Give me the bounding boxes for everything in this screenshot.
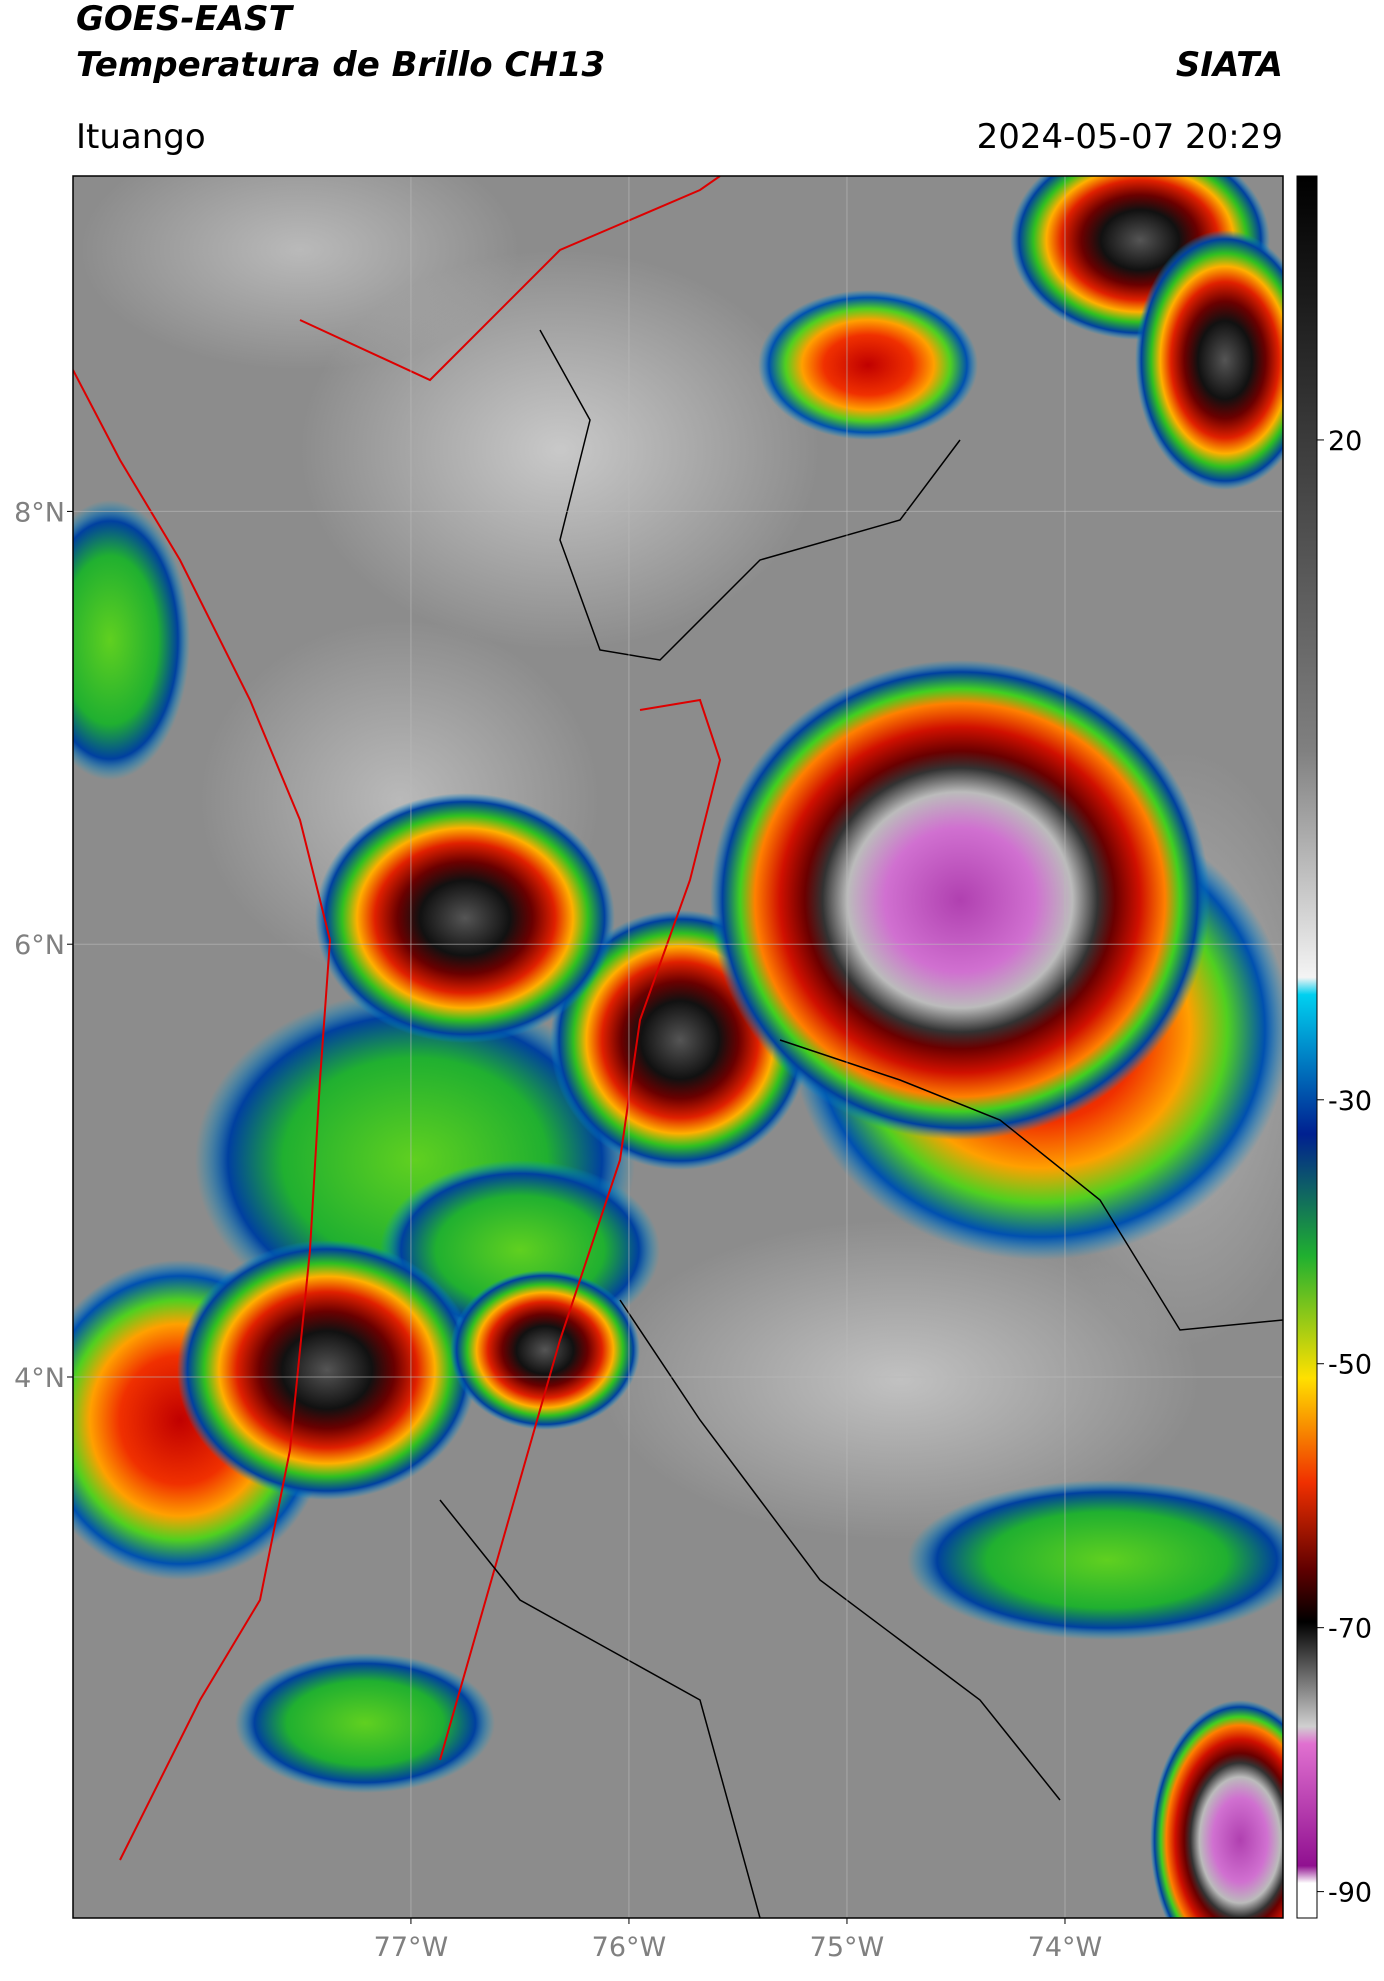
x-tick-label: 74°W	[1028, 1932, 1103, 1963]
colorbar-tick-label: -50	[1328, 1350, 1372, 1381]
y-tick-label: 8°N	[14, 497, 65, 528]
datetime: 2024-05-07 20:29	[977, 117, 1283, 157]
colorbar-tick-label: -70	[1328, 1614, 1372, 1645]
location: Ituango	[76, 117, 206, 157]
source: SIATA	[1176, 45, 1283, 85]
grid	[73, 176, 1283, 1918]
y-tick-label: 4°N	[14, 1363, 65, 1394]
satellite-image	[73, 176, 1283, 1918]
map-frame	[72, 175, 1284, 1919]
subtitle: Temperatura de Brillo CH13	[76, 45, 605, 85]
x-tick-label: 77°W	[374, 1932, 449, 1963]
colorbar-tick-label: -30	[1328, 1086, 1372, 1117]
x-tick-label: 76°W	[592, 1932, 667, 1963]
colorbar	[1296, 175, 1318, 1919]
y-tick-label: 6°N	[14, 930, 65, 961]
colorbar-tick-label: -90	[1328, 1878, 1372, 1909]
title: GOES-EAST	[76, 0, 295, 39]
x-tick-label: 75°W	[810, 1932, 885, 1963]
colorbar-tick-label: 20	[1328, 426, 1362, 457]
